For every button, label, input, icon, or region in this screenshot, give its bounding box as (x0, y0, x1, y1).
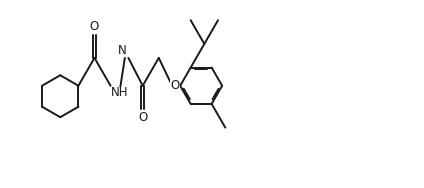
Text: O: O (170, 79, 179, 92)
Text: O: O (90, 20, 99, 33)
Text: NH: NH (111, 86, 128, 99)
Text: O: O (138, 111, 147, 124)
Text: N: N (117, 45, 126, 58)
